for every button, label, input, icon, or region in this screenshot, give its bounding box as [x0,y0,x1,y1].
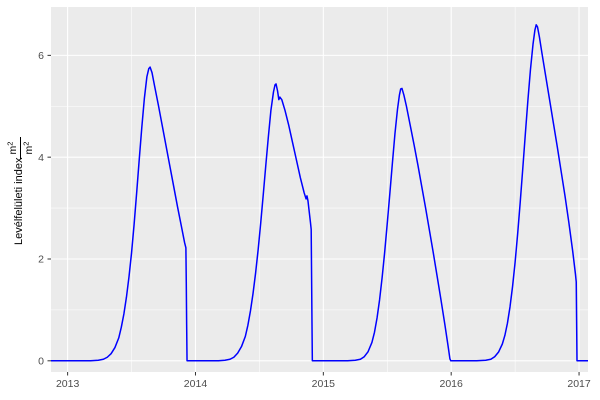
x-tick-label: 2017 [567,378,591,390]
x-tick-label: 2016 [440,378,464,390]
data-series-group [51,24,588,362]
fraction-denominator: m2 [22,142,36,155]
fraction-denominator-exponent: 2 [22,142,31,146]
fraction-numerator: m2 [6,142,20,155]
fraction-numerator-base: m [7,145,19,154]
fraction-denominator-base: m [23,145,35,154]
series-line-lai [51,24,588,362]
y-axis-title: Levélfelületi index [13,157,25,245]
y-tick-label: 0 [38,356,44,368]
y-tick-label: 4 [38,152,44,164]
y-axis-title-group: Levélfelületi index m2 m2 [6,137,36,245]
major-gridlines [51,7,588,372]
x-tick-label: 2013 [56,378,80,390]
plot-panel-background [51,7,588,372]
x-tick-label: 2014 [184,378,208,390]
y-tick-label: 2 [38,254,44,266]
x-tick-label: 2015 [312,378,336,390]
y-axis-ticks: 0 2 4 6 [38,50,51,368]
fraction-numerator-exponent: 2 [6,142,15,146]
y-tick-label: 6 [38,50,44,62]
minor-gridlines [51,7,588,372]
y-axis-units-fraction: m2 m2 [6,137,36,159]
x-axis-ticks: 2013 2014 2015 2016 2017 [56,372,591,390]
